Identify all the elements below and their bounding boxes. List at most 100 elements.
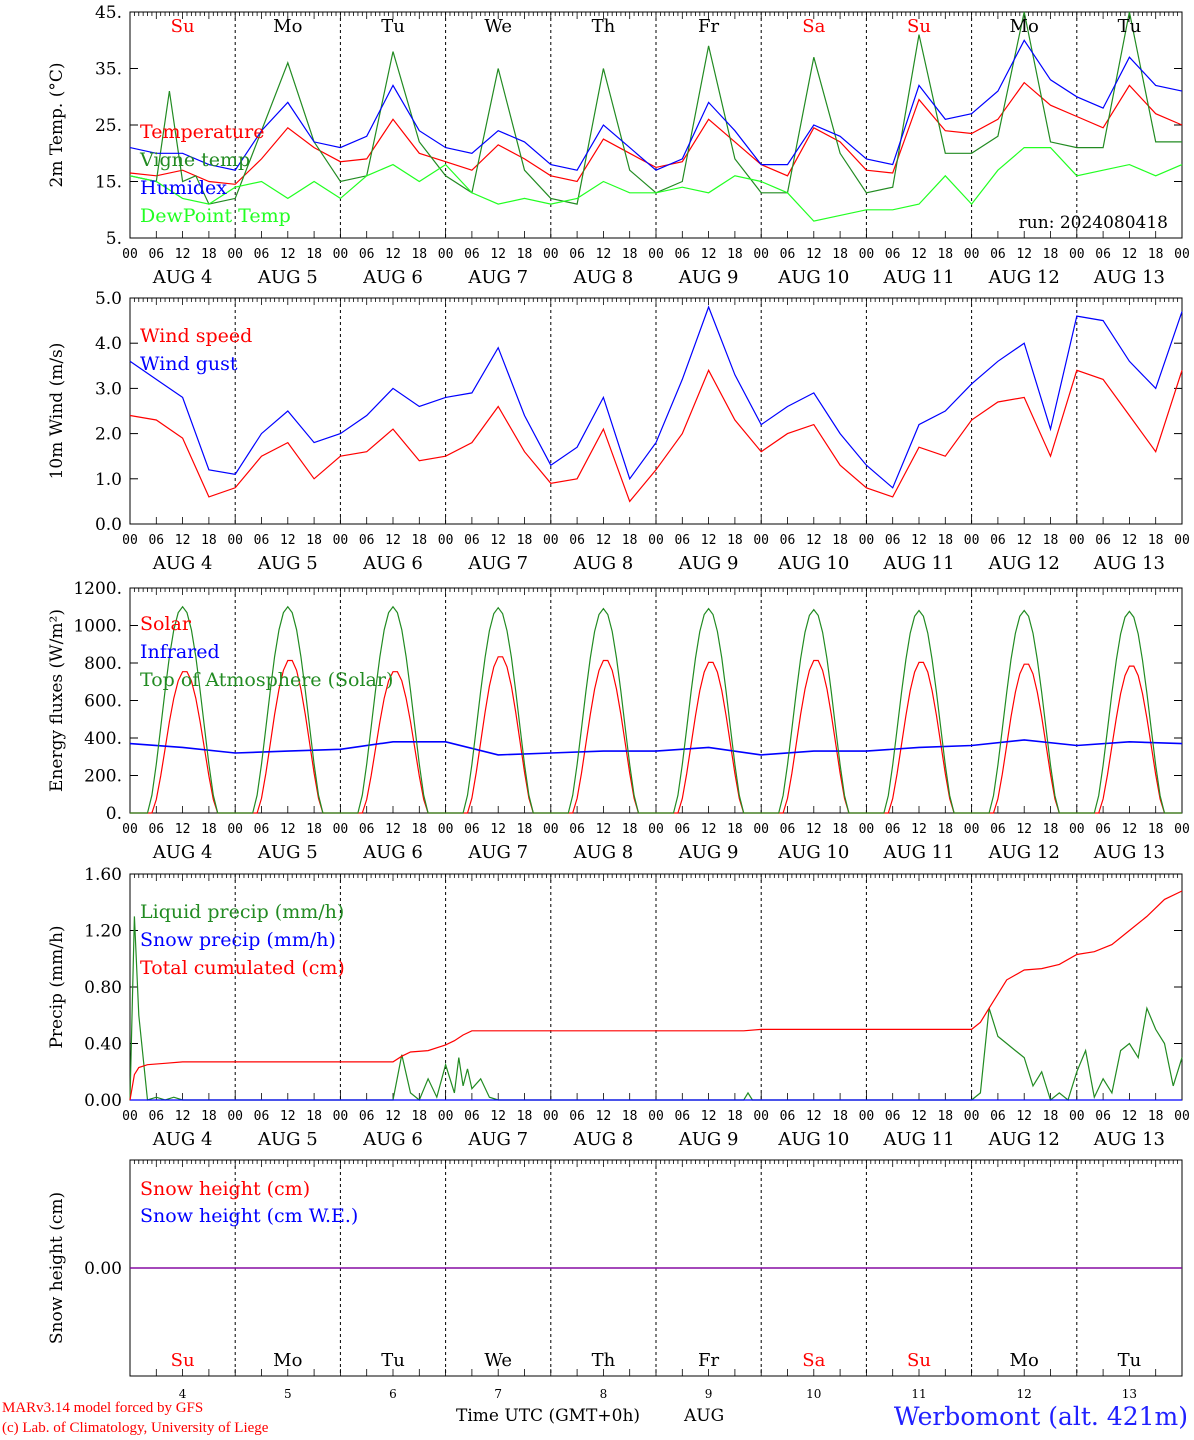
hour-tick-label: 18 bbox=[517, 822, 533, 837]
date-label: AUG 4 bbox=[152, 842, 213, 863]
hour-tick-label: 00 bbox=[964, 247, 980, 262]
hour-tick-label: 12 bbox=[490, 247, 506, 262]
hour-tick-label: 18 bbox=[201, 1109, 217, 1124]
hour-tick-label: 12 bbox=[280, 247, 296, 262]
hour-tick-label: 00 bbox=[648, 247, 664, 262]
y-tick-label: 0.00 bbox=[84, 1091, 122, 1111]
hour-tick-label: 00 bbox=[1069, 533, 1085, 548]
hour-tick-label: 06 bbox=[464, 533, 480, 548]
date-label: AUG 13 bbox=[1093, 842, 1165, 863]
hour-tick-label: 06 bbox=[464, 247, 480, 262]
hour-tick-label: 12 bbox=[596, 1109, 612, 1124]
month-label: AUG bbox=[684, 1406, 725, 1426]
hour-tick-label: 18 bbox=[1148, 247, 1164, 262]
legend-entry: Wind speed bbox=[140, 325, 252, 347]
hour-tick-label: 18 bbox=[517, 533, 533, 548]
hour-tick-label: 00 bbox=[438, 1109, 454, 1124]
weekday-label: Tu bbox=[381, 1350, 405, 1371]
hour-tick-label: 00 bbox=[1174, 1109, 1190, 1124]
hour-tick-label: 06 bbox=[885, 533, 901, 548]
legend-entry: Infrared bbox=[140, 641, 220, 663]
hour-tick-label: 00 bbox=[333, 1109, 349, 1124]
y-tick-label: 3.0 bbox=[95, 379, 122, 399]
hour-tick-label: 18 bbox=[937, 1109, 953, 1124]
weekday-label: Mo bbox=[1010, 1350, 1039, 1371]
y-tick-label: 0.0 bbox=[95, 515, 122, 535]
hour-tick-label: 18 bbox=[832, 1109, 848, 1124]
date-label: AUG 7 bbox=[467, 553, 528, 574]
hour-tick-label: 12 bbox=[596, 822, 612, 837]
y-tick-label: 800. bbox=[84, 654, 122, 674]
hour-tick-label: 12 bbox=[911, 533, 927, 548]
date-label: AUG 6 bbox=[362, 842, 423, 863]
date-label: AUG 12 bbox=[988, 1129, 1060, 1150]
hour-tick-label: 06 bbox=[569, 247, 585, 262]
weekday-label: Tu bbox=[1118, 16, 1142, 37]
hour-tick-label: 06 bbox=[148, 1109, 164, 1124]
hour-tick-label: 18 bbox=[727, 533, 743, 548]
hour-tick-label: 06 bbox=[674, 533, 690, 548]
hour-tick-label: 00 bbox=[122, 1109, 138, 1124]
hour-tick-label: 06 bbox=[780, 247, 796, 262]
y-tick-label: 1000. bbox=[73, 617, 122, 637]
hour-tick-label: 00 bbox=[859, 1109, 875, 1124]
hour-tick-label: 00 bbox=[753, 247, 769, 262]
date-label: AUG 10 bbox=[777, 842, 849, 863]
hour-tick-label: 00 bbox=[859, 533, 875, 548]
hour-tick-label: 18 bbox=[411, 533, 427, 548]
time-axis-label: Time UTC (GMT+0h) bbox=[456, 1406, 641, 1426]
date-label: AUG 9 bbox=[678, 842, 739, 863]
hour-tick-label: 18 bbox=[306, 247, 322, 262]
date-label: AUG 11 bbox=[882, 842, 954, 863]
hour-tick-label: 06 bbox=[254, 1109, 270, 1124]
date-label: AUG 13 bbox=[1093, 267, 1165, 288]
hour-tick-label: 18 bbox=[622, 1109, 638, 1124]
hour-tick-label: 12 bbox=[1122, 247, 1138, 262]
date-label: AUG 10 bbox=[777, 267, 849, 288]
hour-tick-label: 00 bbox=[438, 822, 454, 837]
y-axis-label: Energy fluxes (W/m²) bbox=[47, 609, 67, 792]
hour-tick-label: 18 bbox=[832, 247, 848, 262]
hour-tick-label: 06 bbox=[674, 1109, 690, 1124]
hour-tick-label: 00 bbox=[543, 822, 559, 837]
weekday-label: Mo bbox=[1010, 16, 1039, 37]
hour-tick-label: 12 bbox=[385, 1109, 401, 1124]
y-tick-label: 1.20 bbox=[84, 922, 122, 942]
hour-tick-label: 12 bbox=[1016, 1109, 1032, 1124]
hour-tick-label: 12 bbox=[1016, 822, 1032, 837]
weekday-label: Fr bbox=[698, 16, 719, 37]
hour-tick-label: 18 bbox=[411, 822, 427, 837]
date-label: AUG 5 bbox=[257, 1129, 318, 1150]
hour-tick-label: 18 bbox=[1148, 533, 1164, 548]
hour-tick-label: 18 bbox=[1148, 1109, 1164, 1124]
legend-entry: Wind gust bbox=[140, 353, 238, 375]
hour-tick-label: 12 bbox=[280, 1109, 296, 1124]
hour-tick-label: 06 bbox=[464, 822, 480, 837]
hour-tick-label: 00 bbox=[333, 247, 349, 262]
hour-tick-label: 06 bbox=[1095, 247, 1111, 262]
hour-tick-label: 06 bbox=[885, 247, 901, 262]
hour-tick-label: 12 bbox=[385, 247, 401, 262]
date-label: AUG 12 bbox=[988, 267, 1060, 288]
weekday-label: Su bbox=[907, 16, 931, 37]
hour-tick-label: 12 bbox=[911, 1109, 927, 1124]
hour-tick-label: 00 bbox=[227, 822, 243, 837]
weekday-label: We bbox=[484, 1350, 512, 1371]
hour-tick-label: 18 bbox=[201, 247, 217, 262]
hour-tick-label: 06 bbox=[674, 247, 690, 262]
y-tick-label: 0. bbox=[106, 804, 122, 824]
lab-credit: (c) Lab. of Climatology, University of L… bbox=[2, 1420, 269, 1436]
hour-tick-label: 18 bbox=[306, 822, 322, 837]
date-label: AUG 5 bbox=[257, 842, 318, 863]
legend-entry: Temperature bbox=[140, 121, 264, 143]
date-label: AUG 5 bbox=[257, 267, 318, 288]
hour-tick-label: 00 bbox=[122, 822, 138, 837]
legend-entry: Solar bbox=[140, 613, 192, 635]
hour-tick-label: 06 bbox=[1095, 822, 1111, 837]
y-axis-label: Precip (mm/h) bbox=[47, 925, 67, 1048]
hour-tick-label: 18 bbox=[622, 247, 638, 262]
y-tick-label: 2.0 bbox=[95, 425, 122, 445]
date-label: AUG 4 bbox=[152, 553, 213, 574]
series-line-temperature bbox=[129, 81, 1183, 185]
